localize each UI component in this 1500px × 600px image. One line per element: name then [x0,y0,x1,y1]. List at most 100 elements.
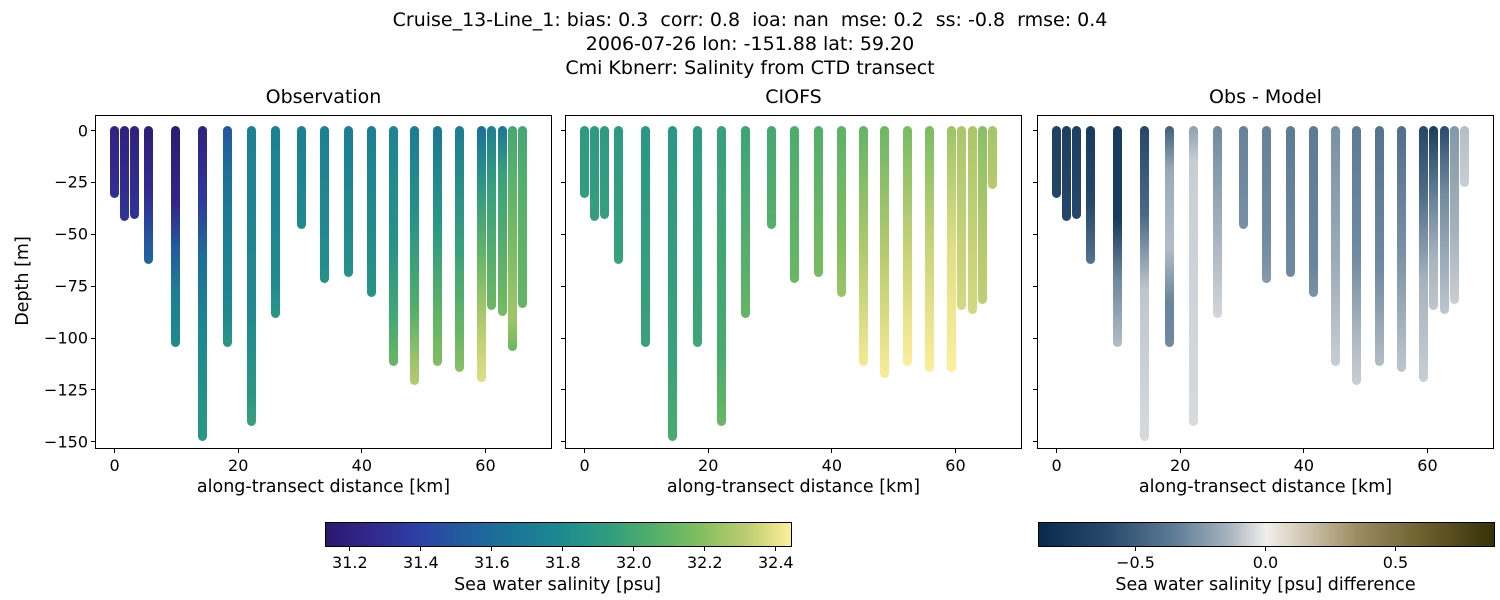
y-tick-label: −125 [44,380,88,400]
profile-bar [497,125,507,317]
profile-bar [978,125,988,304]
colorbar-tick-label: 32.0 [616,553,652,572]
profile-bar [1397,125,1406,373]
profile-bar [813,125,823,277]
y-tick-mark [91,130,95,132]
x-tick-label: 0 [579,456,590,475]
profile-bar [1460,125,1470,188]
profile-bar [410,125,420,385]
colorbar-tick-label: 0.0 [1252,553,1279,572]
y-tick-mark [91,181,95,183]
profile-bar [170,125,180,348]
panel-title-observation: Observation [265,86,382,108]
y-tick-label: −150 [44,432,88,452]
panel-observation: Observation along-transect distance [km]… [44,86,552,497]
y-tick-label: −75 [54,276,88,296]
profile-bar [223,125,233,348]
y-tick-mark [91,389,95,391]
colorbar-tick-mark [704,547,706,551]
colorbar-tick-mark [562,547,564,551]
panel-title-ciofs: CIOFS [765,86,822,108]
profile-bar [1052,125,1062,198]
x-tick-label: 60 [475,456,496,475]
y-tick-mark [1033,441,1037,443]
x-tick-label: 0 [109,456,120,475]
x-tick-mark [361,449,363,453]
profile-bar [247,125,257,427]
profile-bar [988,125,998,190]
profile-bar [766,125,776,229]
y-tick-mark [561,285,565,287]
suptitle-line-1: Cruise_13-Line_1: bias: 0.3 corr: 0.8 io… [392,9,1108,31]
profile-bar [1439,125,1449,314]
profile-bar [1238,125,1248,229]
x-tick-mark [484,449,486,453]
profile-bar [433,125,443,366]
x-tick-mark [584,449,586,453]
profile-bar [880,125,890,379]
colorbar-tick-label: 31.4 [403,553,439,572]
profile-bar [270,125,280,319]
y-tick-mark [1033,233,1037,235]
profile-bar [1212,125,1222,319]
x-tick-mark [707,449,709,453]
profile-bar [1086,125,1096,265]
colorbar-tick-label: −0.5 [1116,553,1155,572]
profile-bar [144,125,154,265]
profile-bar [130,125,140,219]
profile-bar [957,125,967,310]
x-axis-label: along-transect distance [km] [196,477,451,497]
colorbar-tick-label: 32.4 [757,553,794,572]
profile-bar [1429,125,1439,310]
colorbar-tick-mark [633,547,635,551]
x-tick-mark [1179,449,1181,453]
x-tick-mark [831,449,833,453]
x-tick-mark [237,449,239,453]
x-tick-label: 60 [945,456,966,475]
x-axis-label: along-transect distance [km] [1138,477,1393,497]
profile-bar [296,125,306,229]
colorbar-tick-label: 0.5 [1382,553,1409,572]
y-tick-mark [561,337,565,339]
y-tick-mark [1033,285,1037,287]
profile-bar [614,125,624,265]
profile-bar [667,125,677,441]
profile-bar [197,125,207,441]
x-tick-label: 20 [228,456,249,475]
x-tick-mark [114,449,116,453]
profile-bar [1189,125,1199,427]
profile-bar [455,125,464,373]
panel-ciofs: CIOFS along-transect distance [km] 0 20 40… [561,86,1022,497]
profile-bar [967,125,977,314]
colorbar-difference-label: Sea water salinity [psu] difference [1115,575,1416,595]
x-tick-mark [1056,449,1058,453]
y-tick-mark [1033,389,1037,391]
profile-bar [1262,125,1272,283]
x-tick-label: 60 [1417,456,1438,475]
profile-bar [110,125,120,198]
profile-bar [388,125,398,366]
profile-bar [790,125,800,283]
y-tick-mark [561,441,565,443]
colorbar-tick-mark [1135,547,1136,551]
profile-bar [487,125,497,310]
profile-bar [589,125,599,221]
y-tick-mark [91,337,95,339]
profile-bar [1072,125,1082,219]
colorbar-tick-mark [1395,547,1396,551]
suptitle-line-2: 2006-07-26 lon: -151.88 lat: 59.20 [585,33,915,55]
y-tick-mark [561,130,565,132]
y-tick-mark [561,233,565,235]
y-tick-label: 0 [77,121,88,141]
colorbar-tick-mark [420,547,422,551]
y-tick-mark [91,285,95,287]
profile-bar [477,125,487,383]
suptitle-line-3: Cmi Kbnerr: Salinity from CTD transect [565,57,935,79]
colorbar-tick-label: 31.2 [332,553,368,572]
x-tick-label: 40 [1293,456,1315,475]
profile-bar [1450,125,1460,304]
profile-bar [518,125,528,308]
y-tick-mark [1033,337,1037,339]
profile-bar [740,125,750,319]
profile-bar [640,125,650,348]
